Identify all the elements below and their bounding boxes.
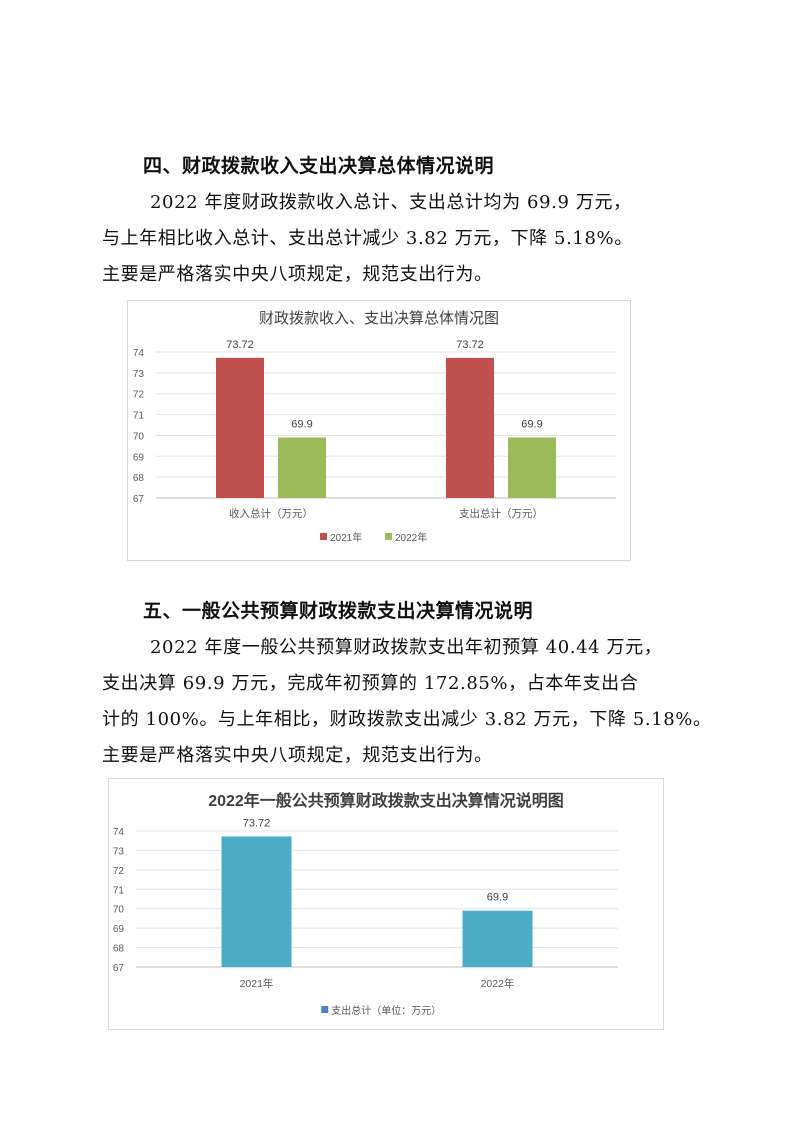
paragraph-line: 主要是严格落实中央八项规定，规范支出行为。	[102, 745, 493, 766]
chart-svg: 财政拨款收入、支出决算总体情况图 67 68 69 70 71 72 73 74 73.72 69.…	[133, 309, 616, 544]
y-tick-label: 70	[133, 431, 145, 442]
paragraph-line: 与上年相比收入总计、支出总计减少 3.82 万元，下降 5.18%。	[102, 228, 633, 249]
x-category-label: 2022年	[481, 977, 515, 990]
x-category-label: 收入总计（万元）	[229, 507, 313, 520]
legend-label: 2022年	[395, 531, 427, 544]
bar	[278, 437, 326, 498]
legend-swatch	[385, 533, 392, 540]
y-tick-label: 74	[133, 348, 145, 359]
legend-swatch	[320, 533, 327, 540]
y-tick-label: 69	[133, 452, 145, 463]
bar	[446, 357, 494, 498]
data-label: 73.72	[226, 339, 254, 351]
y-tick-label: 70	[113, 905, 125, 916]
paragraph-line: 2022 年度财政拨款收入总计、支出总计均为 69.9 万元，	[150, 192, 632, 213]
y-tick-label: 74	[113, 827, 125, 838]
y-tick-label: 72	[113, 866, 125, 877]
y-tick-label: 71	[133, 411, 145, 422]
y-tick-label: 72	[133, 390, 145, 401]
bar	[221, 836, 292, 967]
section-heading: 五、一般公共预算财政拨款支出决算情况说明	[143, 600, 534, 622]
y-tick-label: 67	[133, 494, 145, 505]
data-label: 69.9	[521, 419, 542, 431]
y-tick-label: 71	[113, 885, 125, 896]
chart-revenue-expenditure: 财政拨款收入、支出决算总体情况图 67 68 69 70 71 72 73 74 73.72 69.…	[127, 300, 631, 561]
bar	[508, 437, 556, 498]
y-tick-label: 69	[113, 924, 125, 935]
chart-general-budget-expenditure: 2022年一般公共预算财政拨款支出决算情况说明图 67 68 69 70 71 72 73 74…	[108, 778, 664, 1030]
x-category-label: 2021年	[240, 977, 274, 990]
chart-svg: 2022年一般公共预算财政拨款支出决算情况说明图 67 68 69 70 71 72 73 74…	[113, 791, 618, 1017]
y-tick-label: 67	[113, 963, 125, 974]
paragraph-line: 支出决算 69.9 万元，完成年初预算的 172.85%，占本年支出合	[102, 673, 639, 694]
section-heading: 四、财政拨款收入支出决算总体情况说明	[143, 155, 495, 177]
data-label: 69.9	[487, 892, 508, 904]
x-category-label: 支出总计（万元）	[459, 507, 543, 520]
chart-title: 财政拨款收入、支出决算总体情况图	[259, 309, 499, 327]
y-tick-label: 73	[133, 369, 145, 380]
y-tick-label: 68	[113, 944, 125, 955]
y-tick-label: 73	[113, 846, 125, 857]
data-label: 69.9	[291, 419, 312, 431]
legend-label: 2021年	[330, 531, 362, 544]
bar	[462, 910, 533, 967]
legend-label: 支出总计（单位：万元）	[331, 1004, 441, 1017]
y-tick-label: 68	[133, 473, 145, 484]
paragraph-line: 计的 100%。与上年相比，财政拨款支出减少 3.82 万元，下降 5.18%。	[102, 709, 712, 730]
data-label: 73.72	[456, 339, 484, 351]
paragraph-line: 2022 年度一般公共预算财政拨款支出年初预算 40.44 万元，	[150, 637, 663, 658]
paragraph-line: 主要是严格落实中央八项规定，规范支出行为。	[102, 264, 493, 285]
legend-swatch	[321, 1006, 329, 1013]
bar	[216, 357, 264, 498]
chart-title: 2022年一般公共预算财政拨款支出决算情况说明图	[208, 791, 564, 810]
data-label: 73.72	[243, 817, 271, 829]
